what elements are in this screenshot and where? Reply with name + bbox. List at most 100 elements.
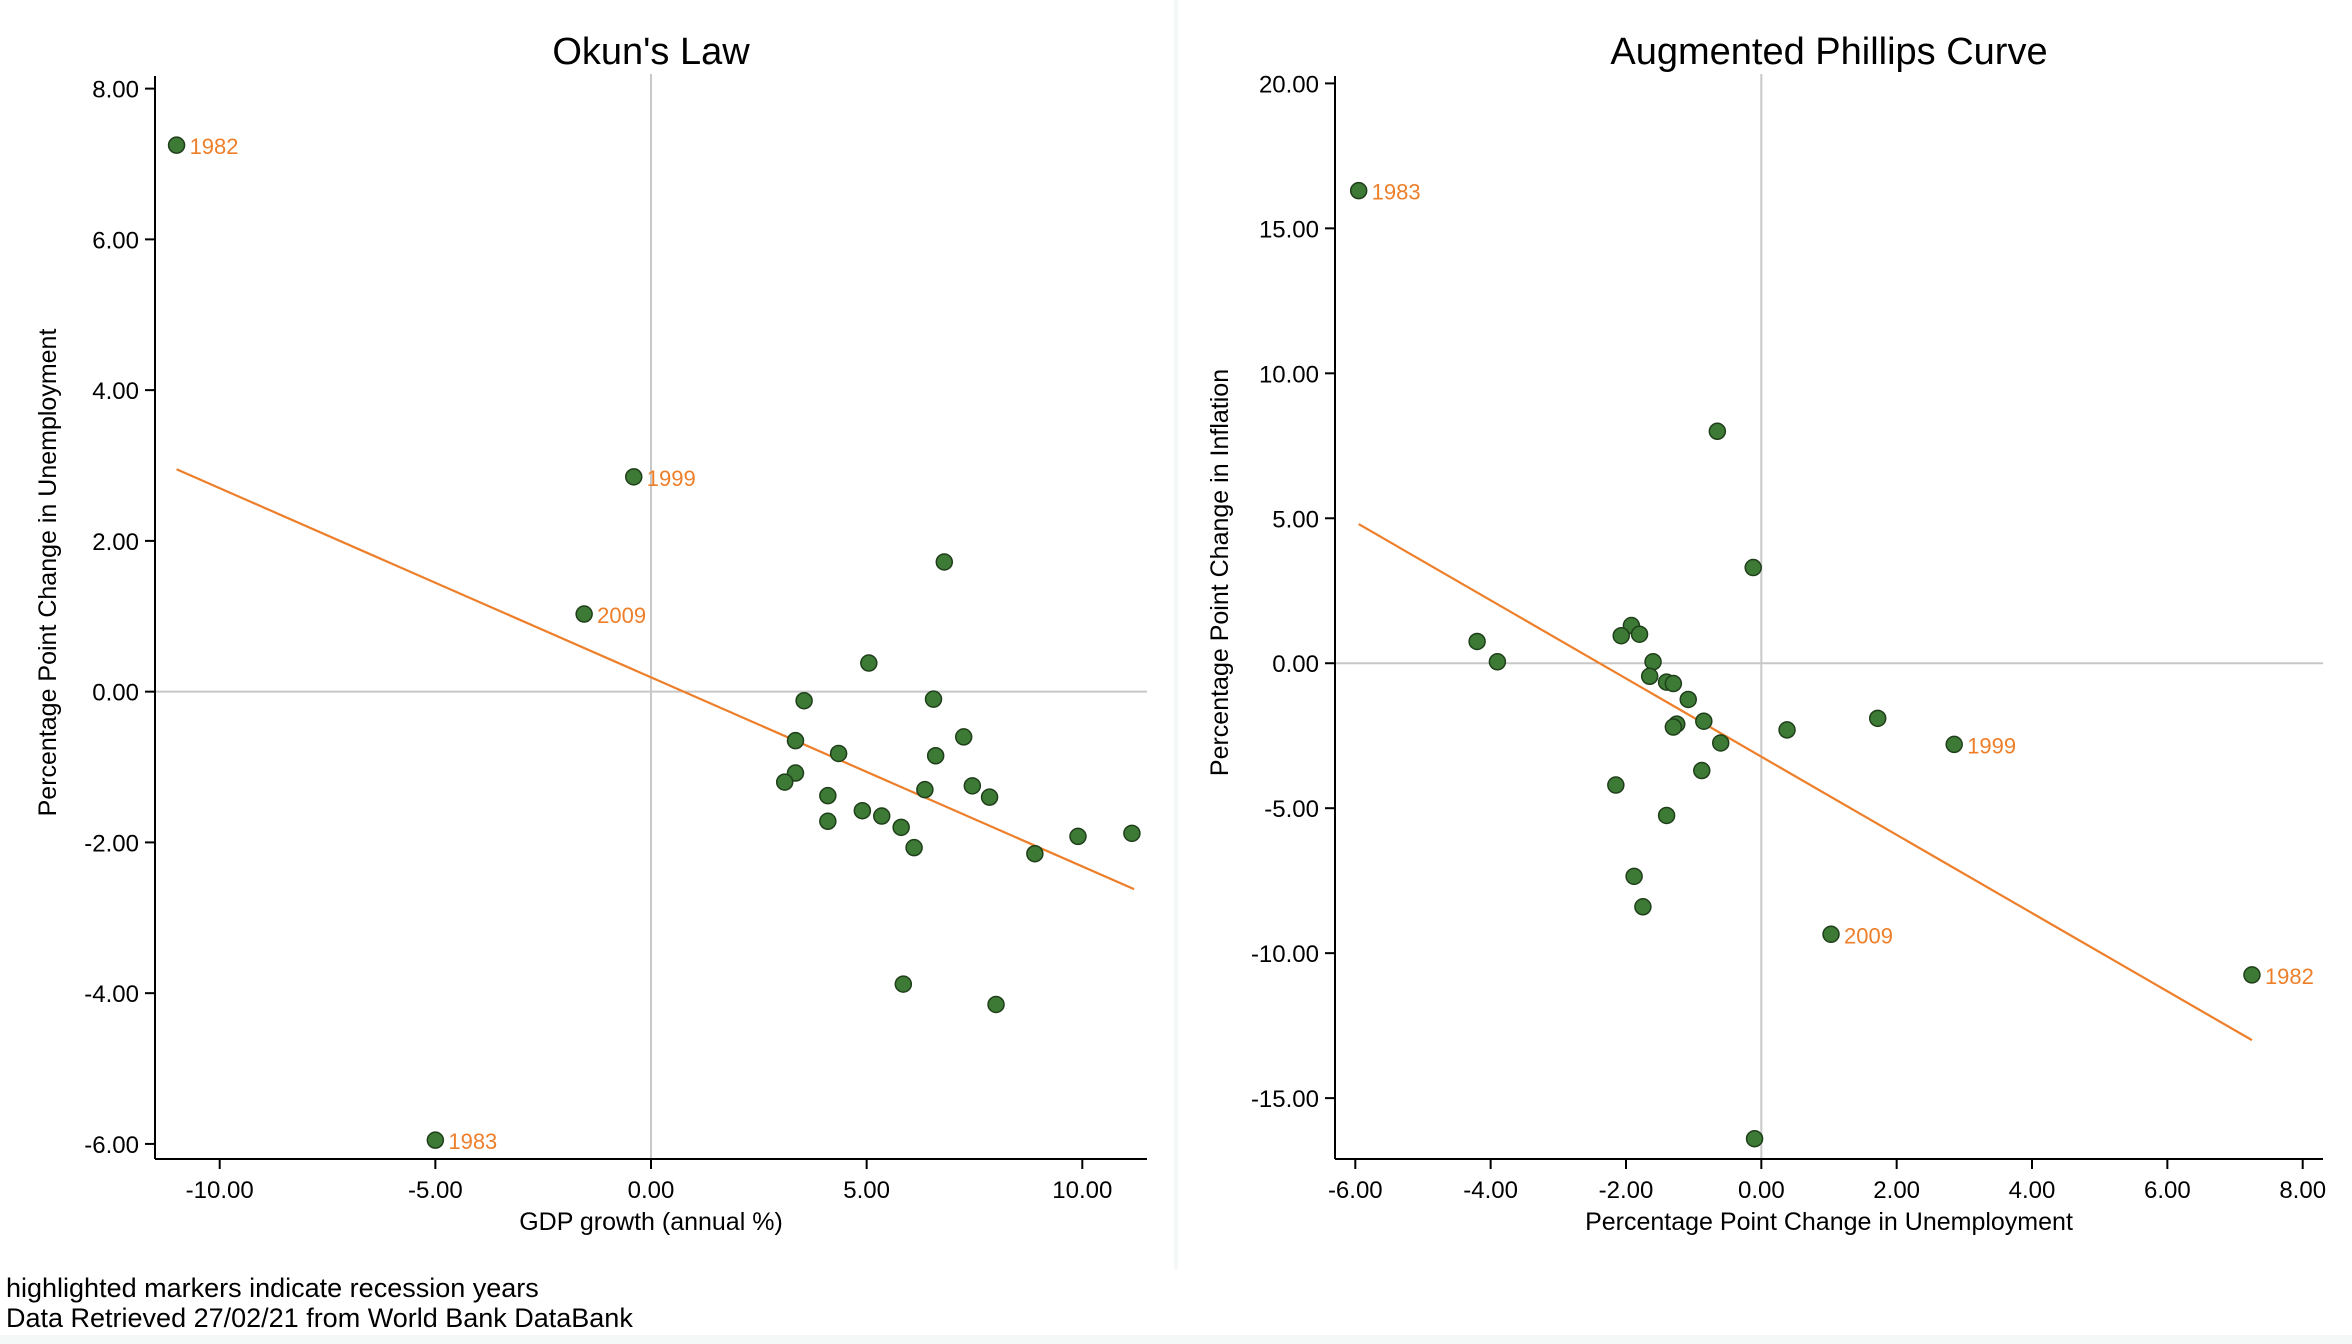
point-label: 2009 — [1844, 923, 1893, 948]
scatter-point — [1744, 558, 1762, 577]
scatter-point — [1644, 653, 1662, 671]
scatter-point — [853, 801, 872, 820]
phillips-curve-chart: Augmented Phillips Curve -15.00 -10.00 -5.0… — [1206, 31, 2326, 1236]
fitted-line — [176, 468, 1135, 891]
fitted-line — [1358, 523, 2253, 1042]
x-tick-label: -10.00 — [186, 1177, 254, 1204]
x-axis-title: Percentage Point Change in Unemployment — [1585, 1208, 2073, 1236]
y-axis-title: Percentage Point Change in Inflation — [1206, 369, 1234, 776]
scatter-point — [1664, 674, 1683, 693]
note-source: Data Retrieved 27/02/21 from World Bank … — [6, 1303, 633, 1333]
scatter-point — [829, 744, 848, 763]
point-label: 2009 — [597, 603, 646, 628]
point-label: 1982 — [190, 134, 239, 159]
scatter-point — [860, 654, 878, 672]
y-tick-label: 8.00 — [92, 77, 139, 104]
chart-title: Augmented Phillips Curve — [1610, 31, 2047, 73]
scatter-point — [924, 690, 943, 708]
scatter-point — [1123, 824, 1141, 843]
y-tick-label: 2.00 — [92, 529, 139, 556]
scatter-point — [926, 746, 945, 765]
y-tick-label: 6.00 — [92, 227, 139, 254]
point-label: 1983 — [448, 1129, 497, 1154]
x-tick-label: 10.00 — [1052, 1177, 1112, 1204]
x-tick-label: 6.00 — [2144, 1177, 2191, 1204]
scatter-point — [1745, 1129, 1764, 1148]
scatter-point — [1693, 761, 1711, 780]
chart-title: Okun's Law — [552, 31, 750, 73]
y-tick-label: -10.00 — [1251, 941, 1319, 968]
y-tick-label: 10.00 — [1259, 361, 1319, 388]
y-tick-label: 4.00 — [92, 378, 139, 405]
scatter-point — [1468, 632, 1486, 651]
y-tick-label: -6.00 — [84, 1132, 139, 1159]
scatter-point — [1634, 898, 1652, 916]
point-label: 1982 — [2265, 964, 2314, 989]
scatter-point — [1625, 867, 1643, 886]
scatter-point — [1488, 653, 1507, 671]
scatter-point — [575, 605, 593, 623]
scatter-point — [1695, 712, 1713, 730]
x-tick-label: 5.00 — [843, 1177, 890, 1204]
scatter-point — [624, 468, 643, 486]
x-tick-label: -5.00 — [408, 1177, 463, 1204]
y-tick-label: 20.00 — [1259, 71, 1319, 98]
scatter-point — [980, 788, 999, 806]
scatter-point — [786, 731, 805, 750]
scatter-point — [1630, 625, 1649, 643]
scatter-point — [1069, 827, 1087, 846]
scatter-point — [963, 777, 982, 795]
scatter-point — [775, 773, 794, 791]
scatter-point — [1607, 776, 1625, 794]
point-label: 1983 — [1372, 180, 1421, 205]
y-tick-label: 0.00 — [1272, 651, 1319, 678]
y-tick-label: 0.00 — [92, 680, 139, 707]
scatter-point — [892, 818, 910, 837]
scatter-point — [2243, 966, 2261, 984]
scatter-point — [819, 812, 837, 831]
scatter-point — [1026, 844, 1044, 863]
scatter-point — [1612, 626, 1630, 645]
scatter-point — [1945, 735, 1963, 754]
scatter-point — [1708, 422, 1727, 441]
scatter-point — [872, 807, 891, 825]
scatter-point — [1640, 667, 1659, 686]
figure-notes: highlighted markers indicate recession y… — [0, 1269, 2352, 1335]
scatter-point — [935, 553, 954, 571]
x-tick-label: -4.00 — [1463, 1177, 1518, 1204]
scatter-point — [1349, 181, 1368, 200]
scatter-point — [894, 975, 913, 993]
phillips-curve-panel: Augmented Phillips Curve -15.00 -10.00 -5.0… — [1178, 0, 2352, 1269]
scatter-point — [1868, 709, 1887, 728]
note-recession: highlighted markers indicate recession y… — [6, 1273, 539, 1303]
okuns-law-chart: Okun's Law -6.00 -4.00 -2.00 0.00 2.00 4.00 6.0… — [34, 31, 1147, 1236]
point-label: 1999 — [1967, 733, 2016, 758]
x-tick-label: 4.00 — [2009, 1177, 2056, 1204]
okuns-law-panel: Okun's Law -6.00 -4.00 -2.00 0.00 2.00 4.00 6.0… — [0, 0, 1174, 1269]
y-tick-label: -5.00 — [1264, 796, 1319, 823]
scatter-point — [795, 691, 813, 710]
x-tick-label: 0.00 — [1738, 1177, 1785, 1204]
scatter-point — [819, 786, 837, 805]
x-tick-label: 8.00 — [2279, 1177, 2326, 1204]
x-tick-label: -2.00 — [1599, 1177, 1654, 1204]
scatter-point — [1822, 925, 1840, 944]
scatter-point — [1711, 734, 1730, 752]
scatter-point — [1778, 721, 1796, 739]
scatter-point — [916, 780, 934, 799]
y-tick-label: 15.00 — [1259, 216, 1319, 243]
point-label: 1999 — [647, 466, 696, 491]
x-tick-label: 2.00 — [1873, 1177, 1920, 1204]
y-tick-label: 5.00 — [1272, 506, 1319, 533]
x-axis-title: GDP growth (annual %) — [519, 1208, 783, 1236]
scatter-point — [1679, 690, 1697, 709]
y-tick-label: -4.00 — [84, 981, 139, 1008]
y-tick-label: -2.00 — [84, 830, 139, 857]
scatter-point — [987, 995, 1005, 1014]
scatter-point — [1657, 806, 1676, 825]
y-tick-label: -15.00 — [1251, 1086, 1319, 1113]
scatter-point — [905, 838, 923, 857]
scatter-point — [954, 728, 973, 746]
scatter-point — [167, 136, 186, 154]
